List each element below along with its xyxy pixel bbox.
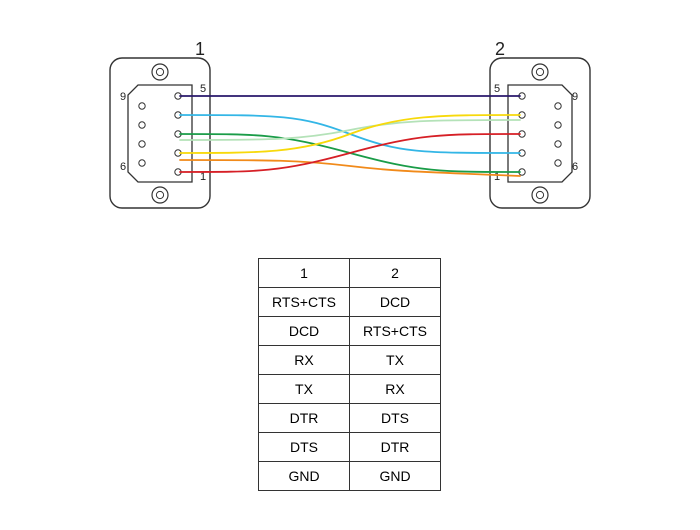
- svg-text:5: 5: [494, 83, 500, 95]
- pinout-table: 1 2 RTS+CTSDCD DCDRTS+CTS RXTX TXRX DTRD…: [258, 258, 441, 491]
- table-header-row: 1 2: [259, 259, 441, 288]
- table-header-1: 1: [259, 259, 350, 288]
- table-row: RXTX: [259, 346, 441, 375]
- svg-text:9: 9: [120, 91, 126, 103]
- table-row: DTRDTS: [259, 404, 441, 433]
- table-row: TXRX: [259, 375, 441, 404]
- wiring-diagram: 1519625196: [0, 0, 700, 258]
- svg-text:2: 2: [495, 39, 505, 59]
- svg-text:6: 6: [120, 161, 126, 173]
- table-row: DTSDTR: [259, 433, 441, 462]
- svg-text:5: 5: [200, 83, 206, 95]
- table-row: GNDGND: [259, 462, 441, 491]
- svg-text:9: 9: [572, 91, 578, 103]
- svg-text:1: 1: [195, 39, 205, 59]
- svg-text:6: 6: [572, 161, 578, 173]
- table-row: DCDRTS+CTS: [259, 317, 441, 346]
- table-header-2: 2: [350, 259, 441, 288]
- table-row: RTS+CTSDCD: [259, 288, 441, 317]
